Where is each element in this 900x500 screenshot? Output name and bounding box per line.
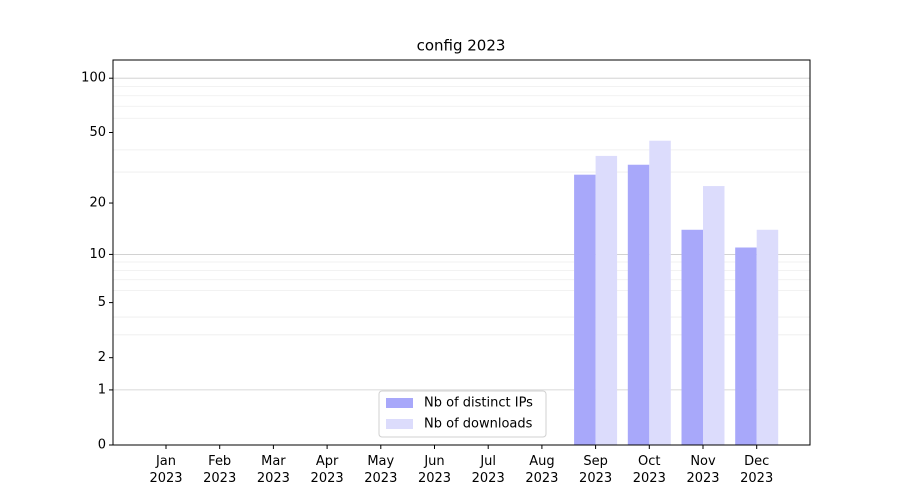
y-tick-label: 10 <box>89 247 106 262</box>
x-tick-label: Jun 2023 <box>418 454 451 486</box>
plot-frame <box>112 59 811 446</box>
chart-title: config 2023 <box>417 37 506 55</box>
bar <box>681 229 703 445</box>
bar <box>649 140 671 445</box>
x-tick-label: Feb 2023 <box>203 454 236 486</box>
x-tick-label: Mar 2023 <box>257 454 290 486</box>
legend-label: Nb of downloads <box>424 417 533 432</box>
x-tick-label: May 2023 <box>364 454 397 486</box>
y-tick-label: 100 <box>81 71 106 86</box>
y-tick-label: 20 <box>89 196 106 211</box>
bar <box>756 229 779 445</box>
x-tick-label: Nov 2023 <box>686 454 719 486</box>
bar <box>595 155 618 445</box>
x-tick-label: Oct 2023 <box>633 454 666 486</box>
legend-swatch <box>386 398 413 408</box>
x-tick-label: Jan 2023 <box>149 454 182 486</box>
bar <box>735 247 757 445</box>
x-tick-label: Jul 2023 <box>472 454 505 486</box>
bar <box>574 174 596 445</box>
x-tick-label: Apr 2023 <box>311 454 344 486</box>
x-tick-label: Sep 2023 <box>579 454 612 486</box>
x-tick-label: Aug 2023 <box>525 454 558 486</box>
y-tick-label: 50 <box>89 125 106 140</box>
legend-label: Nb of distinct IPs <box>424 396 533 411</box>
bar <box>627 164 650 445</box>
x-tick-label: Dec 2023 <box>740 454 773 486</box>
bar <box>703 186 725 445</box>
y-tick-label: 0 <box>98 438 106 453</box>
y-tick-label: 5 <box>98 295 106 310</box>
y-tick-label: 2 <box>98 350 106 365</box>
legend-swatch <box>386 419 413 429</box>
legend-box <box>378 390 547 438</box>
y-tick-label: 1 <box>98 382 106 397</box>
